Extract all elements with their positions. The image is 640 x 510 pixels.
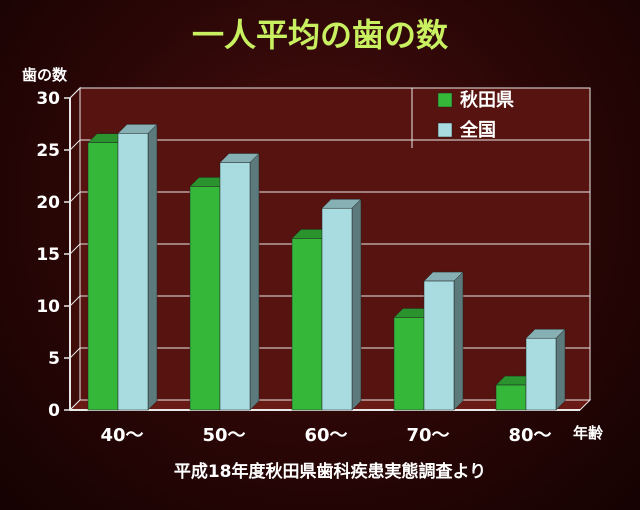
y-tick-label: 10 — [36, 297, 60, 317]
x-tick-label: 40～ — [100, 425, 143, 446]
bar-akita — [393, 317, 425, 411]
bar-national — [423, 280, 455, 411]
gridline — [69, 139, 81, 151]
bar-national — [321, 207, 353, 411]
x-tick-label: 70～ — [406, 425, 449, 446]
bar-side-national — [249, 152, 260, 411]
bar-side-national — [351, 198, 362, 411]
y-tick-label: 30 — [36, 89, 60, 109]
y-tick-label: 20 — [36, 193, 60, 213]
bar-akita — [87, 142, 119, 411]
legend-label-akita: 秋田県 — [460, 89, 514, 111]
gridline — [69, 87, 81, 99]
bar-side-national — [453, 271, 464, 411]
y-tick-label: 25 — [36, 141, 60, 161]
legend-label-national: 全国 — [459, 119, 496, 141]
bar-akita — [291, 238, 323, 411]
y-tick-label: 5 — [48, 349, 60, 369]
x-tick-label: 50～ — [202, 425, 245, 446]
y-tick-label: 0 — [48, 401, 60, 421]
legend-swatch-akita — [437, 92, 453, 108]
gridline — [69, 295, 81, 307]
chart-title: 一人平均の歯の数 — [192, 16, 449, 54]
x-tick-label: 60～ — [304, 425, 347, 446]
gridline — [69, 191, 81, 203]
x-axis-label: 年齢 — [573, 424, 604, 442]
bar-akita — [495, 384, 527, 411]
bar-national — [219, 162, 251, 411]
bar-national — [525, 337, 557, 411]
bars-group: 40～ 50～ 60～ 70～ 80～ — [87, 123, 566, 446]
bar-side-national — [147, 123, 158, 411]
bar-akita — [189, 186, 221, 411]
x-tick-label: 80～ — [508, 425, 551, 446]
source-note: 平成18年度秋田県歯科疾患実態調査より — [174, 461, 486, 482]
bar-side-national — [555, 328, 566, 411]
legend-swatch-national — [437, 122, 453, 138]
y-axis-label: 歯の数 — [22, 66, 68, 84]
gridline — [69, 243, 81, 255]
bar-national — [117, 133, 149, 411]
gridline — [69, 347, 81, 359]
y-tick-label: 15 — [36, 245, 60, 265]
